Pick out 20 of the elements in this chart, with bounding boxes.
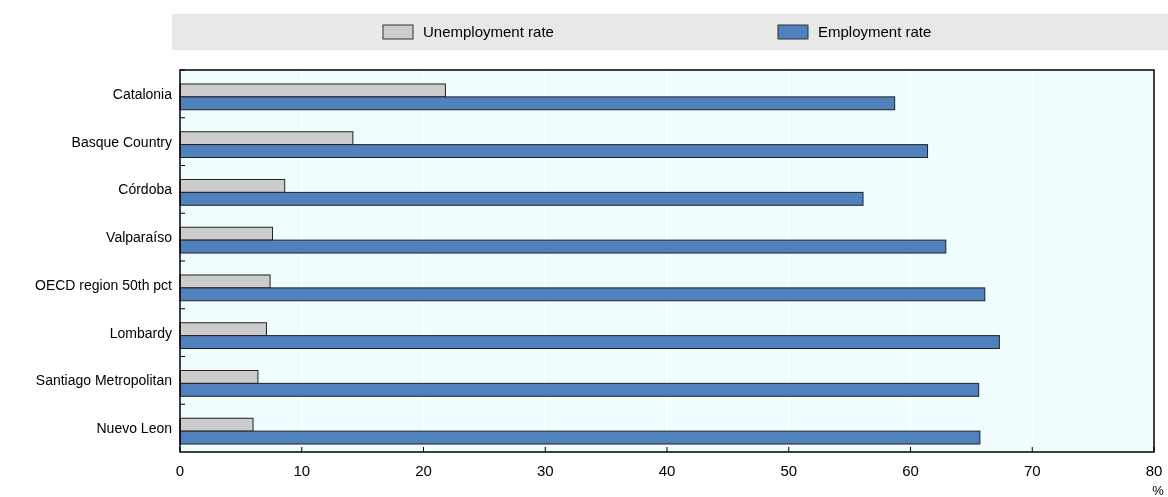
x-tick-label: 60 [902,462,919,479]
x-tick-label: 30 [536,462,554,479]
y-tick-label: Lombardy [109,324,172,341]
x-tick-label: 0 [175,462,185,479]
x-tick-label: 10 [293,462,311,479]
legend-label: Employment rate [818,23,932,40]
legend-label: Unemployment rate [423,23,554,40]
x-axis-title: % [1152,483,1165,497]
x-tick-label: 40 [658,462,676,479]
y-tick-label: Catalonia [112,85,173,102]
x-tick-label: 80 [1145,462,1163,479]
y-tick-label: OECD region 50th pct [35,276,173,293]
y-tick-label: Córdoba [118,181,173,198]
y-tick-label: Basque Country [71,133,172,150]
x-tick-label: 70 [1023,462,1041,479]
x-tick-label: 50 [780,462,798,479]
y-tick-label: Nuevo Leon [96,420,172,437]
x-tick-label: 20 [415,462,432,479]
y-tick-label: Valparaíso [106,229,173,246]
y-tick-label: Santiago Metropolitan [35,372,172,389]
